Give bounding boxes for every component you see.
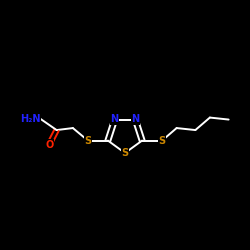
Text: S: S [158, 136, 166, 145]
Text: O: O [45, 140, 53, 149]
Text: S: S [84, 136, 92, 145]
Text: S: S [122, 148, 128, 158]
Text: H₂N: H₂N [20, 114, 40, 124]
Text: N: N [132, 114, 140, 124]
Text: N: N [110, 114, 118, 124]
